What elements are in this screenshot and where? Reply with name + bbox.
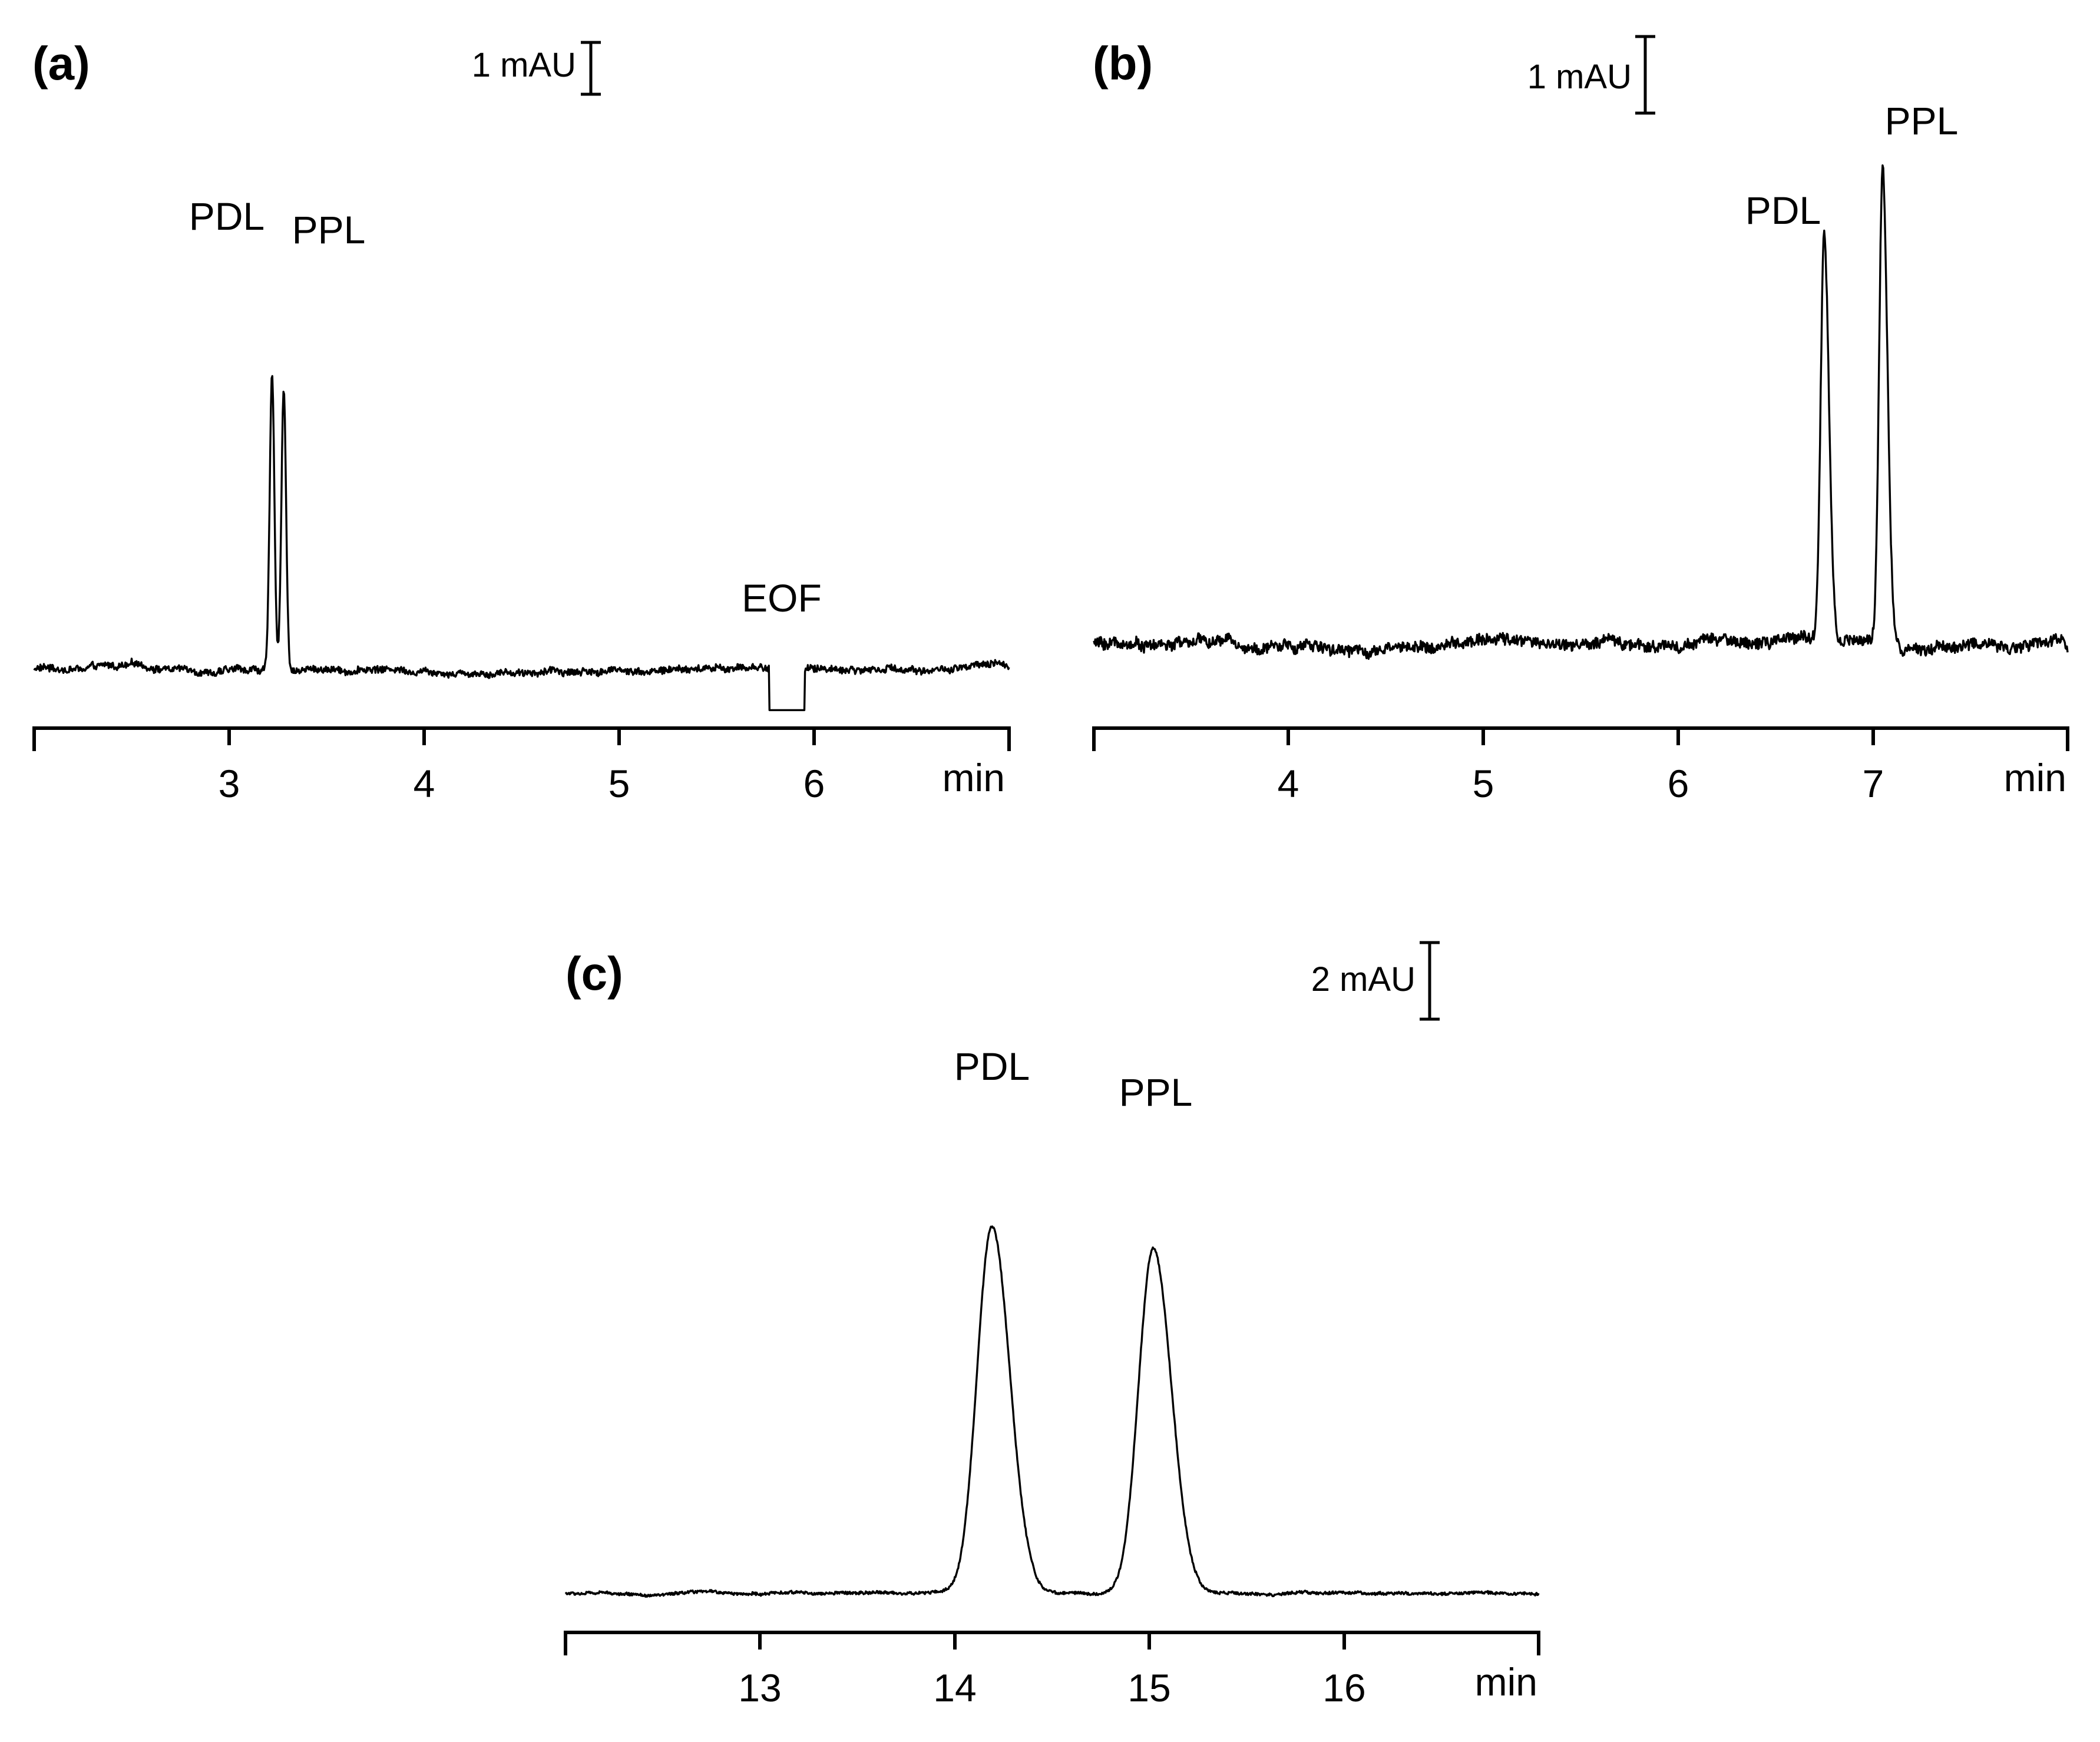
panel-a-tick-label-6: 6 [803, 762, 825, 805]
panel-a-scale-bar: 1 mAU [472, 41, 601, 96]
panel-c-label: (c) [565, 947, 623, 1000]
panel-a-tick-label-3: 3 [219, 762, 240, 805]
panel-b-tick-label-5: 5 [1473, 762, 1494, 805]
panel-b-tick-label-4: 4 [1278, 762, 1299, 805]
panel-c-tick-label-16: 16 [1322, 1666, 1365, 1710]
panel-a-dip-label-eof: EOF [742, 576, 822, 620]
panel-a-tick-label-5: 5 [608, 762, 630, 805]
panel-b-label: (b) [1093, 37, 1153, 90]
panel-b-trace [1093, 164, 2069, 660]
panel-a-tick-label-4: 4 [414, 762, 435, 805]
panel-c-tick-label-14: 14 [933, 1666, 976, 1710]
panel-c-scale-bar-label: 2 mAU [1311, 960, 1416, 999]
panel-a-peak-label-pdl: PDL [189, 194, 264, 238]
panel-a-label: (a) [32, 37, 90, 90]
panel-c-tick-label-15: 15 [1127, 1666, 1170, 1710]
panel-a-scale-bar-label: 1 mAU [472, 46, 576, 84]
panel-c-x-axis: 13 14 15 16 min [564, 1631, 1540, 1710]
panel-b-scale-bar: 1 mAU [1527, 35, 1655, 115]
panel-a-x-axis: 3 4 5 6 min [32, 726, 1011, 805]
panel-b: (b) 1 mAU 4 5 6 7 min PDL PPL [1092, 35, 2069, 805]
panel-a-peak-label-ppl: PPL [292, 208, 366, 252]
panel-a-trace [33, 375, 1010, 712]
panel-b-x-unit: min [2004, 756, 2066, 799]
panel-b-x-axis: 4 5 6 7 min [1092, 726, 2069, 805]
panel-c: (c) 2 mAU 13 14 15 16 min PDL PPL [564, 941, 1540, 1710]
panel-c-scale-bar: 2 mAU [1311, 941, 1440, 1021]
panel-a: (a) 1 mAU 3 4 5 6 min PDL PPL EOF [32, 37, 1011, 805]
panel-b-scale-bar-label: 1 mAU [1527, 58, 1632, 96]
panel-c-tick-label-13: 13 [738, 1666, 781, 1710]
panel-c-peak-label-ppl: PPL [1119, 1070, 1193, 1114]
panel-c-x-unit: min [1475, 1660, 1537, 1704]
panel-b-tick-label-6: 6 [1668, 762, 1689, 805]
panel-c-trace [564, 1225, 1540, 1598]
panel-a-x-unit: min [942, 756, 1005, 799]
panel-b-peak-label-pdl: PDL [1745, 189, 1821, 232]
panel-b-tick-label-7: 7 [1863, 762, 1884, 805]
panel-c-peak-label-pdl: PDL [954, 1044, 1030, 1088]
panel-b-peak-label-ppl: PPL [1885, 99, 1959, 143]
